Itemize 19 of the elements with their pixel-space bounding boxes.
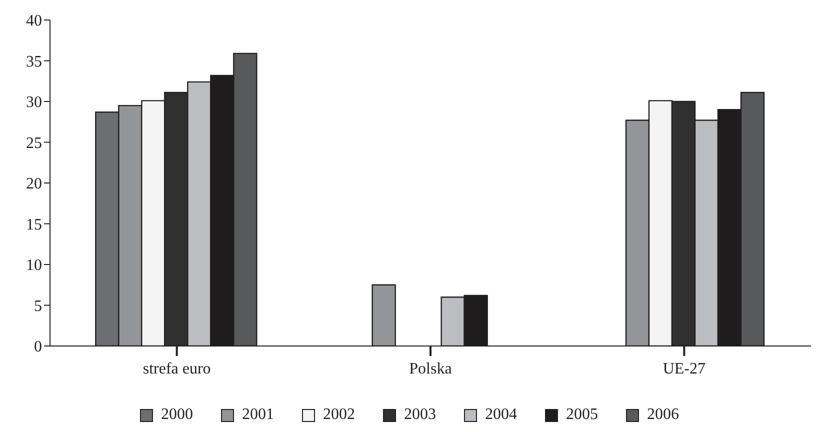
x-tick-label: strefa euro [142, 360, 211, 378]
legend-label: 2006 [647, 406, 679, 424]
x-tick-label: UE-27 [662, 360, 706, 378]
y-tick-label: 20 [26, 176, 42, 193]
y-tick-label: 5 [34, 298, 42, 315]
legend-label: 2000 [161, 406, 193, 424]
x-tick-label: Polska [409, 360, 452, 378]
y-tick-label: 40 [26, 12, 42, 30]
y-tick-label: 15 [26, 216, 42, 234]
y-tick-label: 0 [34, 338, 42, 356]
legend-label: 2001 [242, 406, 274, 424]
legend-label: 2004 [485, 406, 517, 424]
y-tick-label: 25 [26, 134, 42, 152]
y-tick-label: 10 [26, 257, 42, 274]
legend-label: 2003 [404, 406, 436, 424]
y-tick-label: 35 [26, 53, 42, 70]
legend-label: 2002 [323, 406, 355, 424]
legend-label: 2005 [566, 406, 598, 424]
y-tick-label: 30 [26, 94, 42, 112]
